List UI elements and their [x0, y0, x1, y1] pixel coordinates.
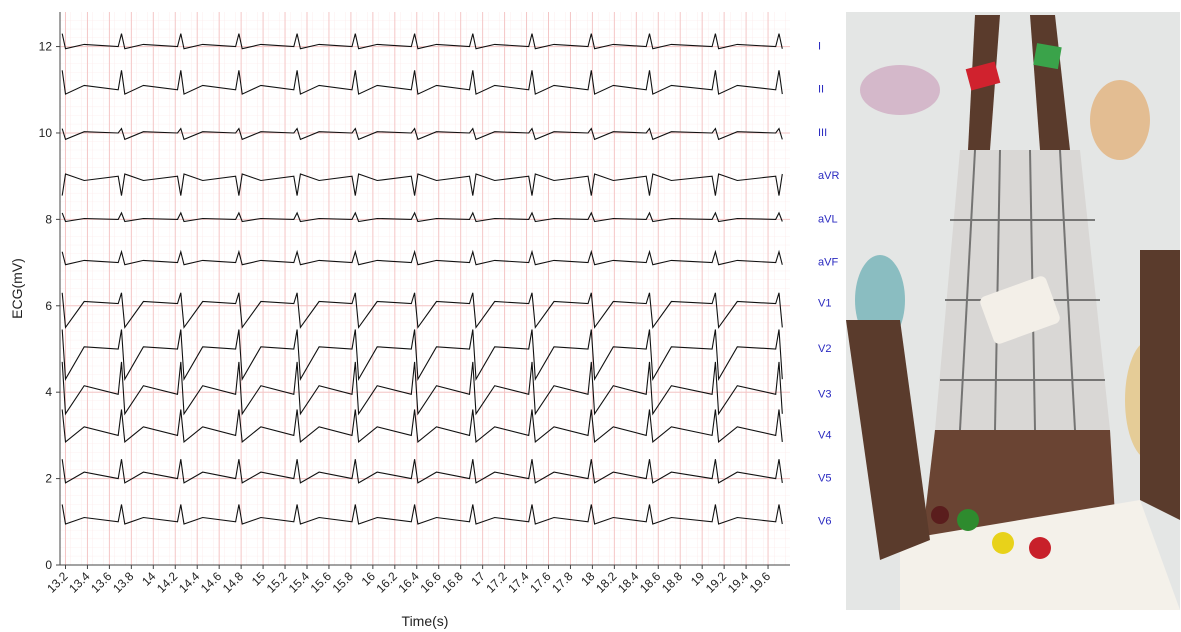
y-tick-label: 10	[39, 126, 53, 140]
x-tick-label: 17.8	[549, 569, 576, 596]
ecg-trace	[61, 329, 783, 382]
ecg-trace	[61, 33, 783, 50]
lead-label: V2	[818, 343, 831, 355]
ecg-trace	[61, 70, 783, 95]
x-tick-label: 19.2	[703, 569, 730, 596]
lead-label: V5	[818, 473, 831, 485]
x-tick-label: 18.4	[615, 569, 642, 596]
x-tick-label: 13.2	[44, 569, 71, 596]
x-tick-label: 17.6	[527, 569, 554, 596]
lead-label: II	[818, 84, 824, 96]
ecg-trace	[61, 249, 783, 266]
x-axis-label: Time(s)	[402, 613, 449, 629]
x-tick-label: 17.2	[483, 569, 510, 596]
x-tick-label: 13.8	[110, 569, 137, 596]
x-tick-label: 18.8	[659, 569, 686, 596]
ecg-trace	[61, 127, 783, 141]
x-tick-label: 13.4	[66, 569, 93, 596]
x-tick-label: 14.4	[176, 569, 203, 596]
y-tick-label: 8	[45, 212, 52, 226]
x-tick-label: 13.6	[88, 569, 115, 596]
lead-label: V3	[818, 388, 831, 400]
x-tick-label: 15.2	[264, 569, 291, 596]
ecg-trace	[61, 409, 783, 443]
y-tick-label: 6	[45, 299, 52, 313]
x-tick-label: 19.4	[725, 569, 752, 596]
lead-label: aVF	[818, 256, 838, 268]
x-tick-label: 16.6	[417, 569, 444, 596]
lead-label: III	[818, 127, 827, 139]
x-tick-label: 18.6	[637, 569, 664, 596]
ecg-trace	[61, 459, 783, 484]
x-tick-label: 16.8	[439, 569, 466, 596]
lead-label: V4	[818, 429, 831, 441]
minor-grid	[60, 12, 790, 565]
x-tick-label: 17.4	[505, 569, 532, 596]
ecg-trace	[61, 504, 783, 525]
lead-label: I	[818, 40, 821, 52]
x-tick-label: 15.8	[330, 569, 357, 596]
ecg-trace	[61, 211, 783, 223]
x-tick-label: 19.6	[747, 569, 774, 596]
y-tick-label: 2	[45, 472, 52, 486]
x-tick-label: 16.2	[374, 569, 401, 596]
x-tick-label: 15.4	[286, 569, 313, 596]
x-tick-label: 14.6	[198, 569, 225, 596]
lead-label: aVR	[818, 170, 839, 182]
y-tick-label: 4	[45, 385, 52, 399]
y-tick-label: 12	[39, 40, 53, 54]
ecg-trace	[61, 173, 783, 196]
photo	[846, 12, 1180, 610]
x-tick-label: 14.8	[220, 569, 247, 596]
ecg-trace	[61, 292, 783, 329]
x-tick-label: 14.2	[154, 569, 181, 596]
lead-label: aVL	[818, 213, 838, 225]
y-tick-label: 0	[45, 558, 52, 572]
y-axis-label: ECG(mV)	[9, 258, 25, 319]
lead-label: V1	[818, 298, 831, 310]
lead-label: V6	[818, 516, 831, 528]
x-tick-label: 18.2	[593, 569, 620, 596]
ecg-trace	[61, 361, 783, 416]
x-tick-label: 15.6	[308, 569, 335, 596]
x-tick-label: 16.4	[395, 569, 422, 596]
